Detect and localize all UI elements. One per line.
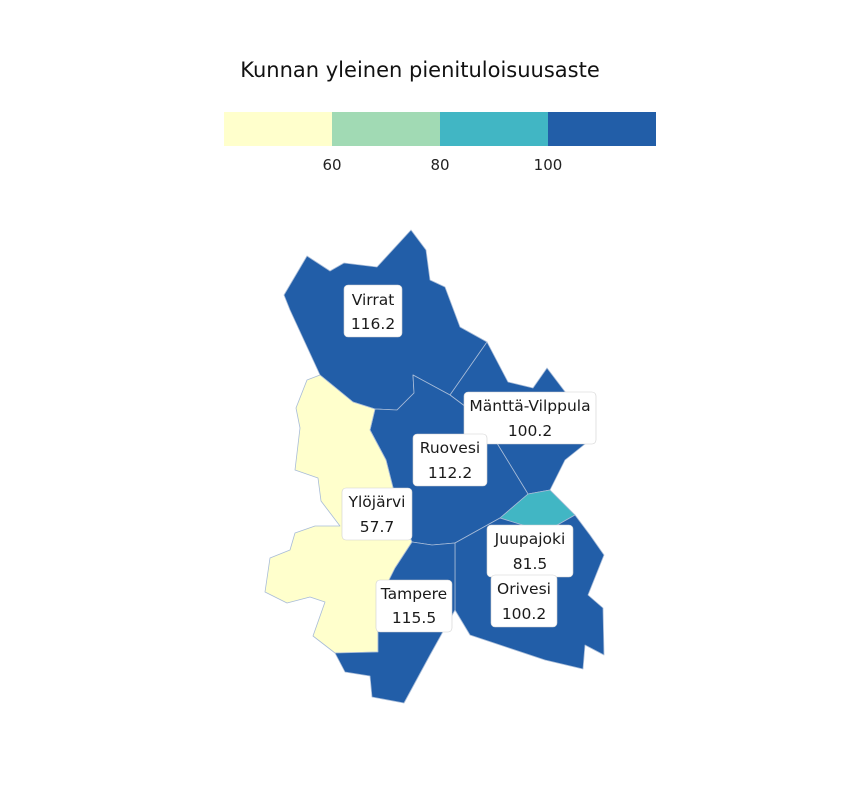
label-box-ruovesi <box>412 433 488 487</box>
color-legend: 60 80 100 <box>224 112 656 174</box>
legend-tick-60: 60 <box>322 156 341 174</box>
label-value-mantta-vilppula: 100.2 <box>508 422 552 440</box>
region-labels: Virrat 116.2 Mänttä-Vilppula 100.2 Ruove… <box>341 284 597 633</box>
legend-swatch-60-80 <box>332 112 440 146</box>
label-name-virrat: Virrat <box>352 291 395 309</box>
label-orivesi: Orivesi 100.2 <box>490 574 558 628</box>
label-ylojarvi: Ylöjärvi 57.7 <box>341 487 413 541</box>
label-tampere: Tampere 115.5 <box>375 579 453 633</box>
label-name-juupajoki: Juupajoki <box>494 530 566 548</box>
map-title: Kunnan yleinen pienituloisuusaste <box>240 58 600 82</box>
label-name-ruovesi: Ruovesi <box>420 439 480 457</box>
label-name-mantta-vilppula: Mänttä-Vilppula <box>469 397 590 415</box>
region-ylojarvi[interactable] <box>264 374 413 654</box>
label-value-ylojarvi: 57.7 <box>360 518 395 536</box>
label-virrat: Virrat 116.2 <box>343 284 403 338</box>
label-value-orivesi: 100.2 <box>502 605 546 623</box>
label-value-juupajoki: 81.5 <box>513 555 548 573</box>
label-box-orivesi <box>490 574 558 628</box>
legend-swatch-above-100 <box>548 112 656 146</box>
label-ruovesi: Ruovesi 112.2 <box>412 433 488 487</box>
legend-swatch-below-60 <box>224 112 332 146</box>
label-value-ruovesi: 112.2 <box>428 464 472 482</box>
label-box-mantta-vilppula <box>463 391 597 445</box>
label-box-virrat <box>343 284 403 338</box>
legend-tick-80: 80 <box>430 156 449 174</box>
legend-tick-100: 100 <box>534 156 563 174</box>
legend-swatch-80-100 <box>440 112 548 146</box>
label-value-tampere: 115.5 <box>392 609 436 627</box>
label-name-tampere: Tampere <box>380 585 447 603</box>
label-name-orivesi: Orivesi <box>497 580 551 598</box>
label-box-ylojarvi <box>341 487 413 541</box>
label-juupajoki: Juupajoki 81.5 <box>486 524 574 578</box>
label-value-virrat: 116.2 <box>351 315 395 333</box>
label-mantta-vilppula: Mänttä-Vilppula 100.2 <box>463 391 597 445</box>
label-name-ylojarvi: Ylöjärvi <box>348 493 406 511</box>
label-box-tampere <box>375 579 453 633</box>
